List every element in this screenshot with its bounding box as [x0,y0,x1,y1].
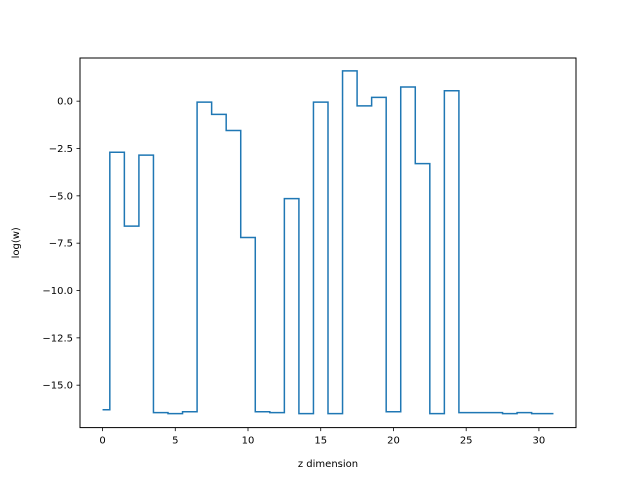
y-tick-label: −5.0 [49,191,73,202]
y-tick-label: −15.0 [42,381,73,392]
y-axis-label: log(w) [11,227,22,258]
series-line-0 [102,70,554,415]
x-tick-label: 0 [99,436,105,447]
x-tick-label: 5 [172,436,178,447]
x-tick-label: 25 [460,436,473,447]
y-tick-label: −7.5 [49,239,73,250]
x-axis-label: z dimension [298,459,358,470]
x-tick-label: 20 [387,436,400,447]
x-tick-label: 15 [314,436,327,447]
x-tick-label: 10 [242,436,255,447]
y-tick-label: 0.0 [57,97,73,108]
y-tick-label: −2.5 [49,144,73,155]
y-tick-label: −10.0 [42,286,73,297]
y-tick-label: −12.5 [42,333,73,344]
x-tick-label: 30 [533,436,546,447]
